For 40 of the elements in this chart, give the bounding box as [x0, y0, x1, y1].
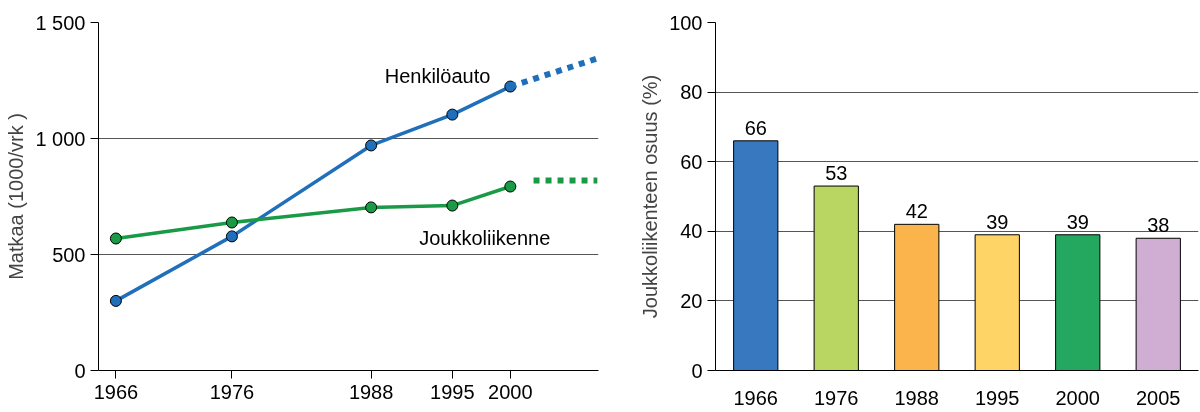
x-tick-label: 1966	[93, 380, 139, 403]
series-label: Henkilöauto	[384, 64, 491, 87]
x-tick-label: 2005	[1136, 386, 1181, 409]
data-label: 38	[1147, 214, 1170, 237]
data-label: 66	[744, 116, 767, 139]
y-axis-title: Matkaa (1000/vrk )	[5, 113, 28, 280]
x-tick-label: 2000	[488, 380, 533, 403]
y-tick-label: 20	[680, 289, 703, 312]
point	[446, 108, 459, 121]
y-tick-label: 80	[680, 81, 703, 104]
y-tick-label: 1 500	[35, 11, 86, 34]
x-tick-label: 1995	[430, 380, 475, 403]
point	[504, 180, 517, 193]
y-tick-label: 60	[680, 150, 703, 173]
x-tick-label: 1988	[894, 386, 939, 409]
point	[446, 199, 459, 212]
y-axis-title: Joukkoliikenteen osuus (%)	[639, 74, 662, 319]
y-tick-label: 1 000	[35, 127, 86, 150]
point	[109, 294, 122, 307]
data-label: 39	[986, 210, 1009, 233]
data-label: 39	[1066, 210, 1089, 233]
x-tick-label: 2000	[1055, 386, 1100, 409]
x-tick-label: 1976	[209, 380, 255, 403]
x-tick-label: 1988	[348, 380, 394, 403]
x-tick-label: 1966	[733, 386, 778, 409]
point	[365, 139, 378, 152]
y-tick-label: 0	[74, 359, 86, 382]
point	[109, 232, 122, 245]
data-label: 53	[825, 162, 848, 185]
point	[225, 230, 238, 243]
y-tick-label: 40	[680, 220, 703, 243]
x-tick-label: 1976	[814, 386, 859, 409]
x-tick-label: 1995	[975, 386, 1020, 409]
y-tick-label: 500	[52, 243, 86, 266]
data-label: 42	[905, 200, 928, 223]
point	[365, 201, 378, 214]
y-tick-label: 0	[691, 359, 703, 382]
series-label: Joukkoliikenne	[419, 226, 551, 249]
y-tick-label: 100	[669, 11, 703, 34]
point	[225, 216, 238, 229]
